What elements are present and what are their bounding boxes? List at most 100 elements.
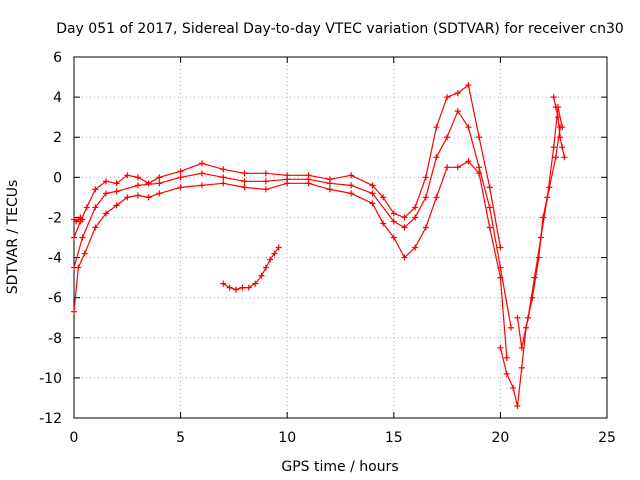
data-point xyxy=(233,286,240,293)
data-point xyxy=(79,216,86,223)
data-point xyxy=(412,204,419,211)
data-point xyxy=(156,174,163,181)
data-point xyxy=(252,280,259,287)
data-point xyxy=(226,284,233,291)
data-point xyxy=(454,164,461,171)
data-point xyxy=(305,176,312,183)
data-point xyxy=(554,114,561,121)
data-point xyxy=(134,192,141,199)
data-point xyxy=(476,164,483,171)
y-tick-label: -10 xyxy=(39,371,62,387)
data-point xyxy=(124,194,131,201)
data-point xyxy=(326,180,333,187)
data-point xyxy=(540,214,547,221)
series-line xyxy=(222,247,280,291)
data-point xyxy=(561,154,568,161)
data-point xyxy=(262,170,269,177)
data-point xyxy=(497,344,504,351)
series-main-envelope-upper xyxy=(71,82,504,251)
series-main-band-middle xyxy=(71,108,515,331)
data-point xyxy=(518,364,525,371)
data-point xyxy=(92,204,99,211)
data-point xyxy=(422,224,429,231)
data-point xyxy=(102,190,109,197)
axis-ticks xyxy=(73,56,608,419)
data-point xyxy=(444,134,451,141)
x-tick-label: 0 xyxy=(70,430,79,446)
y-tick-label: 6 xyxy=(53,50,62,66)
data-point xyxy=(326,186,333,193)
y-tick-label: 2 xyxy=(53,130,62,146)
plot-frame xyxy=(73,56,608,419)
data-point xyxy=(486,224,493,231)
x-tick-labels: 0 5 10 15 20 25 xyxy=(70,430,616,446)
data-point xyxy=(71,264,77,271)
data-point xyxy=(198,160,205,167)
data-point xyxy=(220,180,227,187)
y-tick-label: -8 xyxy=(48,331,62,347)
data-point xyxy=(537,234,544,241)
data-point xyxy=(559,124,566,131)
y-tick-label: -6 xyxy=(48,291,62,307)
y-axis-label: SDTVAR / TECUs xyxy=(5,180,21,295)
data-point xyxy=(401,254,408,261)
data-point xyxy=(518,344,525,351)
data-point xyxy=(433,124,440,131)
series-late-high-segment xyxy=(550,94,568,161)
data-point xyxy=(177,168,184,175)
series-line xyxy=(516,106,563,349)
y-tick-label: 0 xyxy=(53,170,62,186)
series-line xyxy=(73,84,501,248)
data-point xyxy=(510,384,517,391)
data-point xyxy=(531,274,538,281)
data-point xyxy=(275,244,282,251)
data-point xyxy=(262,264,269,271)
data-point xyxy=(79,234,86,241)
data-point xyxy=(550,144,557,151)
data-point xyxy=(552,104,559,111)
data-point xyxy=(113,180,120,187)
data-point xyxy=(433,194,440,201)
x-axis-label: GPS time / hours xyxy=(281,459,398,475)
data-point xyxy=(557,134,564,141)
data-point xyxy=(113,188,120,195)
data-point xyxy=(544,194,551,201)
data-point xyxy=(258,272,265,279)
data-point xyxy=(465,124,472,131)
grid xyxy=(73,56,608,419)
data-point xyxy=(369,182,376,189)
chart-title: Day 051 of 2017, Sidereal Day-to-day VTE… xyxy=(56,21,624,37)
data-point xyxy=(444,94,451,101)
data-point xyxy=(241,178,248,185)
y-tick-label: -2 xyxy=(48,210,62,226)
data-point xyxy=(262,186,269,193)
data-point xyxy=(390,218,397,225)
series-line xyxy=(73,160,508,358)
data-point xyxy=(412,244,419,251)
data-point xyxy=(113,202,120,209)
data-point xyxy=(433,154,440,161)
data-point xyxy=(102,178,109,185)
data-point xyxy=(348,182,355,189)
data-point xyxy=(156,190,163,197)
series-main-envelope-lower xyxy=(71,158,510,361)
data-point xyxy=(239,284,246,291)
data-point xyxy=(177,174,184,181)
data-series xyxy=(71,82,568,409)
data-point xyxy=(369,200,376,207)
data-point xyxy=(198,182,205,189)
data-point xyxy=(525,314,532,321)
data-point xyxy=(465,82,472,89)
data-point xyxy=(508,324,515,331)
series-isolated-segment xyxy=(220,244,282,293)
data-point xyxy=(220,174,227,181)
data-point xyxy=(550,94,557,101)
data-point xyxy=(83,204,90,211)
data-point xyxy=(71,308,77,315)
series-early-excursion xyxy=(71,214,86,225)
data-point xyxy=(92,224,99,231)
data-point xyxy=(497,264,504,271)
x-tick-label: 5 xyxy=(176,430,185,446)
data-point xyxy=(401,224,408,231)
data-point xyxy=(535,254,542,261)
